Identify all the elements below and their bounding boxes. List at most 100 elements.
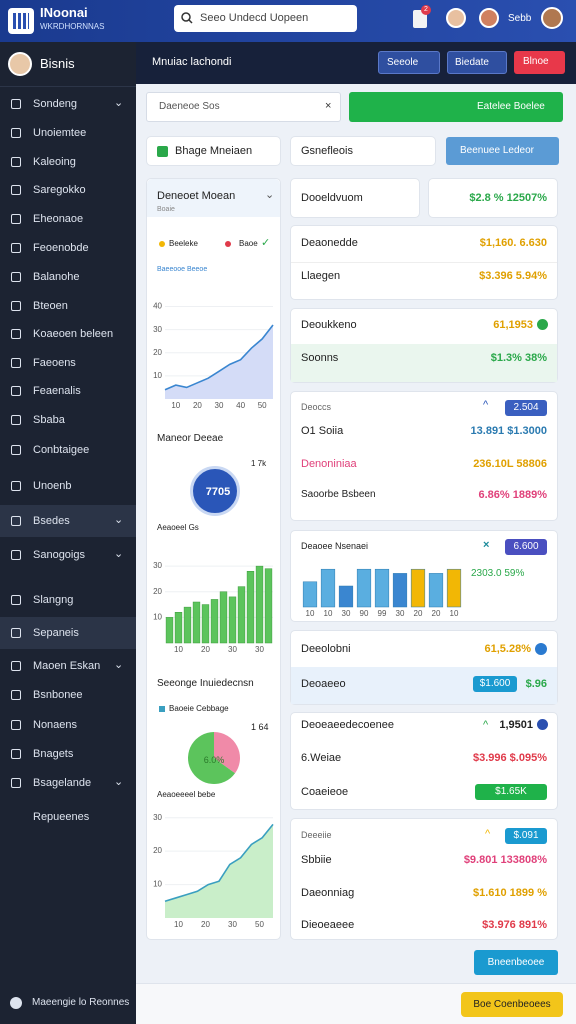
bar — [410, 568, 426, 608]
x-tick-label: 20 — [432, 609, 441, 618]
nav-icon — [11, 690, 21, 700]
stat-value: $2.8 % 12507% — [469, 192, 547, 204]
nav-item[interactable]: Faeoens — [33, 357, 76, 369]
footer-button[interactable]: Boe Coenbeoees — [461, 992, 563, 1017]
nav-icon — [11, 481, 21, 491]
nav-item[interactable]: Koaeoen beleen — [33, 328, 114, 340]
row-value: $1.610 1899 % — [472, 887, 547, 899]
y-tick-label: 40 — [153, 302, 162, 311]
nav-item[interactable]: Sondeng — [33, 98, 78, 110]
nav-icon — [11, 516, 21, 526]
avatar[interactable] — [541, 7, 563, 29]
bar-chart: 10 10 30 90 99 30 20 20 10 — [302, 568, 462, 618]
y-tick-label: 30 — [153, 561, 162, 570]
nav-item[interactable]: Bnagets — [33, 748, 74, 760]
row-label: Deoukkeno — [301, 319, 357, 331]
clear-icon[interactable]: × — [325, 100, 332, 112]
badge: $1.65K — [475, 784, 547, 800]
y-tick-label: 10 — [153, 880, 162, 889]
nav-item[interactable]: Feaenalis — [33, 385, 81, 397]
row-value: 1,9501 — [499, 719, 533, 731]
filter-input[interactable]: Daeneoe Sos × — [146, 92, 341, 122]
active-row — [0, 617, 136, 649]
button[interactable]: Blnoe — [514, 51, 565, 74]
button-label: Bneenbeoee — [487, 957, 545, 968]
search-box[interactable]: Seeo Undecd Uopeen — [174, 5, 357, 32]
tab-icon — [157, 146, 168, 157]
row-value: $9.801 133808% — [463, 854, 547, 866]
bar — [228, 596, 237, 644]
nav-item[interactable]: Feoenobde — [33, 242, 89, 254]
x-tick-label: 30 — [215, 401, 224, 410]
nav-item[interactable]: Sanogoigs — [33, 549, 85, 561]
nav-item[interactable]: Nonaens — [33, 719, 78, 731]
chevron: ⌄ — [114, 514, 124, 526]
check-icon: ✓ — [261, 237, 271, 249]
nav-item[interactable]: Unoenb — [33, 480, 72, 492]
close-icon[interactable]: × — [483, 539, 490, 551]
line — [164, 823, 274, 903]
nav-item[interactable]: Slangng — [33, 594, 74, 606]
nav-item[interactable]: Saregokko — [33, 184, 86, 196]
nav-item[interactable]: Unoiemtee — [33, 127, 87, 139]
search-icon — [181, 12, 193, 24]
button-label: Eatelee Boelee — [477, 101, 545, 112]
pie-badge: 1 64 — [251, 722, 269, 732]
donut — [190, 466, 240, 516]
button-label: Blnoe — [523, 56, 549, 67]
nav-item[interactable]: Repueenes — [33, 811, 90, 823]
nav-item[interactable]: Bteoen — [33, 300, 68, 312]
nav-item[interactable]: Bsagelande — [33, 777, 92, 789]
list-card: Deeeiie ^ $.091 Sbbiie $9.801 133808% Da… — [290, 818, 558, 940]
nav-item[interactable]: Conbtaigee — [33, 444, 90, 456]
row-label: Deoaeeo — [301, 678, 346, 690]
row-value: 61,1953 — [493, 319, 533, 331]
filter-button[interactable]: Eatelee Boelee — [349, 92, 563, 122]
profile-avatar[interactable] — [8, 52, 32, 76]
sidebar-footer[interactable]: Maeengie lo Reonnes — [32, 997, 130, 1008]
avatar[interactable] — [479, 8, 499, 28]
chevron: ⌄ — [114, 548, 124, 560]
row-value: $1,160. 6.630 — [479, 237, 547, 249]
bar — [165, 617, 174, 644]
nav-item[interactable]: Bsedes — [33, 515, 70, 527]
pie-chart — [188, 732, 240, 784]
donut-badge: 1 7k — [251, 459, 267, 468]
bar — [219, 591, 228, 644]
nav-item[interactable]: Eheonaoe — [33, 213, 84, 225]
row-label: Deeolobni — [301, 643, 351, 655]
logo[interactable] — [8, 8, 34, 34]
nav-item[interactable]: Balanohe — [33, 271, 80, 283]
pie-center: 6.0% — [203, 755, 225, 765]
right-tab[interactable]: Gsnefleois — [290, 136, 436, 166]
nav-icon — [11, 661, 21, 671]
pie-slice — [214, 732, 240, 774]
dropdown-button[interactable]: Biedate — [447, 51, 507, 74]
donut-center: 7705 — [205, 486, 231, 498]
nav-icon — [11, 214, 21, 224]
avatar[interactable] — [446, 8, 466, 28]
x-tick-label: 20 — [193, 401, 202, 410]
donut-caption: Aeaoeel Gs — [157, 523, 199, 532]
left-tab[interactable]: Bhage Mneiaen — [146, 136, 281, 166]
x-tick-label: 30 — [228, 920, 237, 929]
primary-button[interactable]: Bneenbeoee — [474, 950, 558, 975]
dropdown-button[interactable]: Seeole — [378, 51, 440, 74]
nav-icon — [11, 329, 21, 339]
nav-item[interactable]: Sbaba — [33, 414, 65, 426]
row-value: $3.996 $.095% — [472, 752, 547, 764]
action-button[interactable]: Beenuee Ledeor — [446, 137, 559, 165]
donut-title: Maneor Deeae — [157, 433, 224, 444]
x-tick-label: 40 — [236, 401, 245, 410]
area — [165, 824, 273, 918]
nav-item[interactable]: Kaleoing — [33, 156, 76, 168]
header: INoonai WKRDHORNNAS Seeo Undecd Uopeen 2… — [0, 0, 576, 42]
nav-item[interactable]: Maoen Eskan — [33, 660, 101, 672]
user-name[interactable]: Sebb — [508, 13, 532, 24]
nav-icon — [11, 595, 21, 605]
panel-header — [147, 179, 280, 217]
nav-item[interactable]: Sepaneis — [33, 627, 79, 639]
stat-card: Dooeldvuom — [290, 178, 420, 218]
nav-item[interactable]: Bsnbonee — [33, 689, 83, 701]
chevron[interactable]: ⌄ — [265, 189, 275, 201]
